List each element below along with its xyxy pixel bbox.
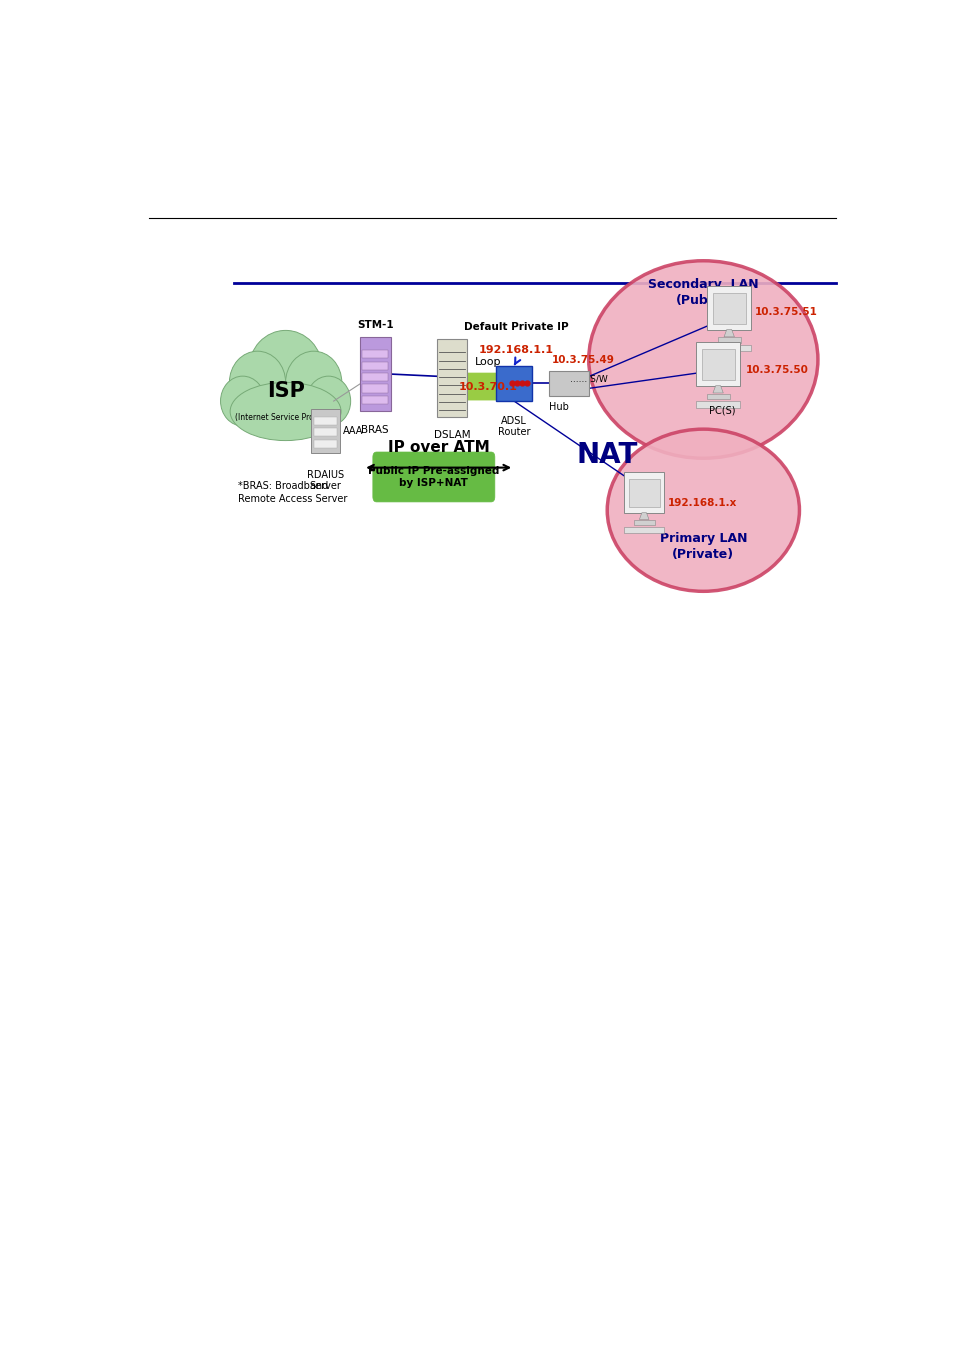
Text: 10.3.75.50: 10.3.75.50 (745, 364, 808, 375)
Ellipse shape (306, 377, 351, 427)
FancyBboxPatch shape (712, 293, 745, 324)
FancyBboxPatch shape (700, 350, 734, 379)
FancyBboxPatch shape (696, 342, 740, 386)
FancyBboxPatch shape (696, 401, 740, 408)
FancyBboxPatch shape (717, 338, 740, 343)
FancyBboxPatch shape (361, 362, 388, 370)
Ellipse shape (249, 331, 322, 409)
Text: Default Private IP: Default Private IP (463, 323, 568, 332)
FancyBboxPatch shape (361, 350, 388, 359)
Text: Secondary  LAN
(Public): Secondary LAN (Public) (647, 278, 758, 308)
FancyBboxPatch shape (633, 520, 654, 525)
FancyBboxPatch shape (548, 371, 588, 396)
Text: NAT: NAT (576, 441, 638, 470)
Text: ...... S/W: ...... S/W (570, 375, 607, 383)
Ellipse shape (230, 382, 341, 440)
FancyBboxPatch shape (496, 366, 531, 401)
FancyBboxPatch shape (361, 396, 388, 404)
Text: IP over ATM: IP over ATM (387, 440, 489, 455)
Ellipse shape (588, 261, 817, 458)
FancyBboxPatch shape (623, 472, 663, 513)
Text: AAA: AAA (343, 427, 363, 436)
Text: (Internet Service Provider): (Internet Service Provider) (234, 413, 335, 423)
FancyBboxPatch shape (465, 373, 511, 400)
FancyBboxPatch shape (623, 526, 663, 533)
Text: Primary LAN
(Private): Primary LAN (Private) (659, 532, 746, 562)
FancyBboxPatch shape (706, 394, 729, 398)
Polygon shape (639, 513, 648, 520)
FancyBboxPatch shape (628, 479, 659, 508)
Polygon shape (723, 329, 734, 338)
Ellipse shape (229, 351, 285, 413)
Text: 192.168.1.1: 192.168.1.1 (478, 346, 553, 355)
Text: 10.3.75.49: 10.3.75.49 (551, 355, 614, 364)
Text: BRAS: BRAS (361, 425, 389, 435)
Ellipse shape (607, 429, 799, 591)
FancyBboxPatch shape (373, 452, 495, 502)
Text: 192.168.1.x: 192.168.1.x (667, 498, 737, 508)
Text: Loop: Loop (475, 356, 501, 367)
Text: 10.3.70.1: 10.3.70.1 (458, 382, 517, 391)
FancyBboxPatch shape (436, 339, 466, 417)
FancyBboxPatch shape (314, 428, 337, 436)
Ellipse shape (220, 377, 265, 427)
FancyBboxPatch shape (707, 286, 750, 329)
FancyBboxPatch shape (361, 385, 388, 393)
Text: STM-1: STM-1 (356, 320, 393, 331)
Text: Public IP Pre-assigned
by ISP+NAT: Public IP Pre-assigned by ISP+NAT (368, 466, 499, 489)
Text: DSLAM: DSLAM (434, 431, 470, 440)
Ellipse shape (285, 351, 341, 413)
Text: Hub: Hub (548, 402, 568, 412)
Text: ISP: ISP (267, 381, 304, 401)
Text: 10.3.75.51: 10.3.75.51 (755, 306, 817, 317)
Text: RDAIUS
Server: RDAIUS Server (307, 470, 344, 491)
FancyBboxPatch shape (359, 336, 390, 412)
FancyBboxPatch shape (311, 409, 339, 454)
Text: ADSL
Router: ADSL Router (497, 416, 530, 437)
Text: PC(S): PC(S) (708, 405, 735, 416)
FancyBboxPatch shape (314, 440, 337, 448)
FancyBboxPatch shape (361, 373, 388, 381)
Polygon shape (712, 386, 722, 393)
FancyBboxPatch shape (314, 417, 337, 425)
FancyBboxPatch shape (707, 346, 750, 351)
Text: *BRAS: Broadband
Remote Access Server: *BRAS: Broadband Remote Access Server (237, 481, 347, 504)
